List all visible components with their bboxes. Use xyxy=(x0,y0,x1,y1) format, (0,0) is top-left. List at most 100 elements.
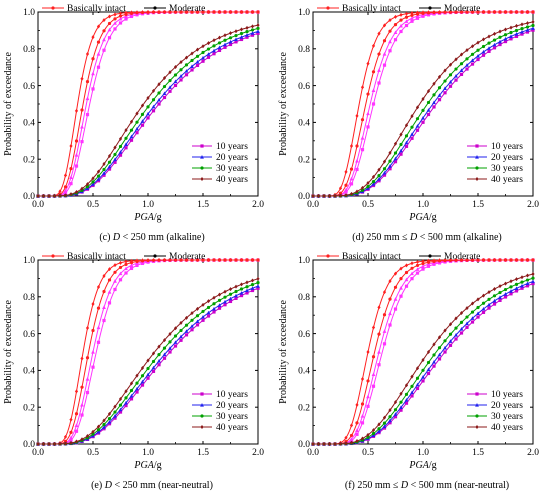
data-point xyxy=(382,329,387,333)
data-point xyxy=(311,194,315,198)
data-point xyxy=(162,258,167,263)
data-point xyxy=(168,85,172,89)
data-point xyxy=(426,350,431,354)
data-point xyxy=(173,340,178,344)
data-point xyxy=(382,415,387,420)
data-point xyxy=(201,55,205,60)
data-point xyxy=(102,425,106,429)
data-point xyxy=(107,21,112,26)
data-point xyxy=(404,392,409,396)
data-point xyxy=(514,28,519,33)
data-point xyxy=(349,176,354,181)
data-point xyxy=(206,299,211,304)
data-point xyxy=(399,266,403,271)
data-point xyxy=(388,18,392,23)
data-point xyxy=(344,183,348,187)
data-point xyxy=(118,397,123,402)
data-point xyxy=(492,10,497,15)
data-point xyxy=(432,105,436,109)
data-point xyxy=(388,323,392,327)
data-point xyxy=(91,176,95,181)
data-point xyxy=(129,266,134,271)
top-legend-label: Moderate xyxy=(444,4,480,14)
data-point xyxy=(382,426,387,430)
data-point xyxy=(448,258,453,263)
data-point xyxy=(355,432,359,436)
data-point xyxy=(393,38,398,42)
y-tick-label: 0.2 xyxy=(23,155,35,165)
data-point xyxy=(399,277,403,281)
data-point xyxy=(481,301,486,305)
data-point xyxy=(190,58,194,63)
data-point xyxy=(140,112,145,117)
data-point xyxy=(113,410,117,414)
data-point xyxy=(228,296,233,301)
data-point xyxy=(113,157,117,162)
data-point xyxy=(91,87,95,91)
data-point xyxy=(96,40,101,44)
data-point xyxy=(393,156,398,161)
x-tick-label: 1.0 xyxy=(417,448,429,458)
data-point xyxy=(476,315,480,319)
data-point xyxy=(509,10,513,15)
data-point xyxy=(355,189,359,194)
data-point xyxy=(223,295,227,299)
data-point xyxy=(206,47,211,51)
data-point xyxy=(151,258,156,263)
data-point xyxy=(168,258,172,263)
data-point xyxy=(85,185,90,189)
data-point xyxy=(63,185,68,189)
data-point xyxy=(371,428,376,433)
data-point xyxy=(107,422,112,426)
data-point xyxy=(443,328,447,333)
y-tick-label: 0.8 xyxy=(23,293,35,303)
data-point xyxy=(113,145,117,150)
data-point xyxy=(360,402,365,406)
data-point xyxy=(157,102,161,106)
data-point xyxy=(113,279,117,283)
data-point xyxy=(151,109,156,113)
data-point xyxy=(487,297,491,301)
data-point xyxy=(465,48,469,53)
data-point xyxy=(113,160,117,164)
top-legend-label: Basically intact xyxy=(342,252,401,262)
data-point xyxy=(525,25,530,29)
data-point xyxy=(91,328,95,333)
data-point xyxy=(223,45,227,49)
data-point xyxy=(520,27,524,31)
legend-marker xyxy=(200,166,204,170)
data-point xyxy=(399,23,403,28)
data-point xyxy=(107,290,112,294)
data-point xyxy=(509,292,513,296)
data-point xyxy=(74,429,79,433)
data-point xyxy=(399,29,403,34)
data-point xyxy=(36,194,40,198)
data-point xyxy=(124,146,128,150)
data-point xyxy=(415,382,420,387)
data-point xyxy=(190,324,194,328)
legend-marker xyxy=(326,254,330,258)
data-point xyxy=(399,152,403,156)
data-point xyxy=(360,436,365,441)
data-point xyxy=(388,415,392,419)
data-point xyxy=(421,259,425,264)
data-point xyxy=(492,38,497,42)
legend-marker xyxy=(326,6,330,10)
data-point xyxy=(404,277,409,282)
data-point xyxy=(239,287,244,291)
data-point xyxy=(531,23,535,28)
x-axis-title: PGA/g xyxy=(133,460,161,471)
data-point xyxy=(113,263,117,268)
data-point xyxy=(212,10,216,15)
data-point xyxy=(509,258,513,263)
data-point xyxy=(492,298,497,303)
x-tick-label: 1.0 xyxy=(417,200,429,210)
top-legend-label: Moderate xyxy=(444,252,480,262)
data-point xyxy=(102,305,106,309)
data-point xyxy=(69,440,73,445)
data-point xyxy=(96,65,101,69)
data-point xyxy=(245,33,249,37)
data-point xyxy=(102,37,106,42)
data-point xyxy=(509,34,513,38)
data-point xyxy=(239,31,244,36)
